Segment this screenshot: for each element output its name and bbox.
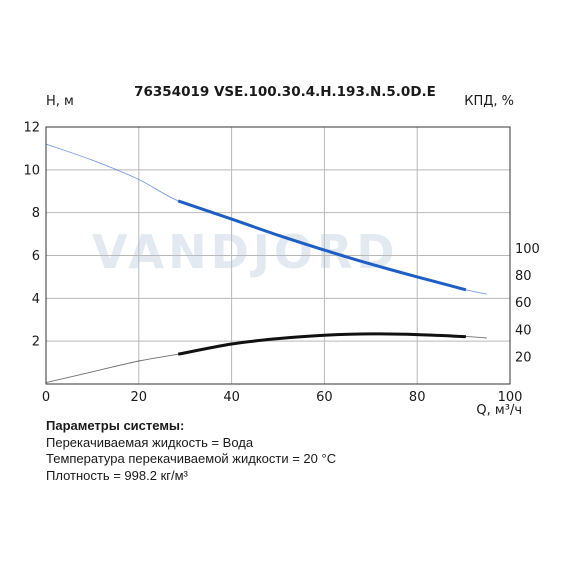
y-axis-right-label: КПД, %	[464, 94, 514, 109]
system-parameters-header: Параметры системы:	[46, 418, 185, 433]
parameter-fluid: Перекачиваемая жидкость = Вода	[46, 434, 254, 450]
y-left-tick-label: 2	[32, 335, 40, 350]
y-right-tick-label: 80	[515, 269, 532, 284]
x-tick-label: 100	[498, 390, 523, 405]
x-tick-label: 40	[223, 390, 240, 405]
y-right-tick-label: 100	[515, 242, 540, 257]
chart-watermark: VANDJORD	[92, 225, 399, 279]
x-tick-label: 0	[42, 390, 50, 405]
pump-curve-chart: VANDJORD 0 20 40 60 80 100 2 4 6 8 10 12 20 40 60 80 100…	[23, 84, 539, 418]
y-right-tick-label: 20	[515, 350, 532, 365]
y-left-tick-label: 4	[32, 292, 40, 307]
y-left-tick-label: 8	[32, 206, 40, 221]
chart-series	[45, 143, 487, 384]
y-left-tick-label: 6	[32, 249, 40, 264]
x-tick-label: 60	[316, 390, 333, 405]
x-tick-label: 80	[409, 390, 426, 405]
chart-grid	[46, 127, 510, 384]
head-curve-operating	[177, 199, 467, 292]
chart-title: 76354019 VSE.100.30.4.H.193.N.5.0D.E	[134, 84, 436, 100]
efficiency-curve-operating	[177, 332, 466, 356]
y-left-tick-label: 10	[23, 163, 40, 178]
x-axis-label: Q, м³/ч	[476, 403, 522, 418]
y-right-tick-label: 60	[515, 296, 532, 311]
parameter-temperature: Температура перекачиваемой жидкости = 20…	[46, 451, 337, 466]
chart-ticks: 0 20 40 60 80 100 2 4 6 8 10 12 20 40 60 80 100	[23, 121, 539, 406]
parameter-density: Плотность = 998.2 кг/м³	[46, 467, 188, 483]
plot-frame	[45, 126, 511, 385]
system-parameters: Параметры системы: Перекачиваемая жидкос…	[46, 418, 546, 484]
y-axis-left-label: H, м	[46, 94, 74, 109]
y-right-tick-label: 40	[515, 323, 532, 338]
x-tick-label: 20	[131, 390, 148, 405]
y-left-tick-label: 12	[23, 121, 40, 136]
